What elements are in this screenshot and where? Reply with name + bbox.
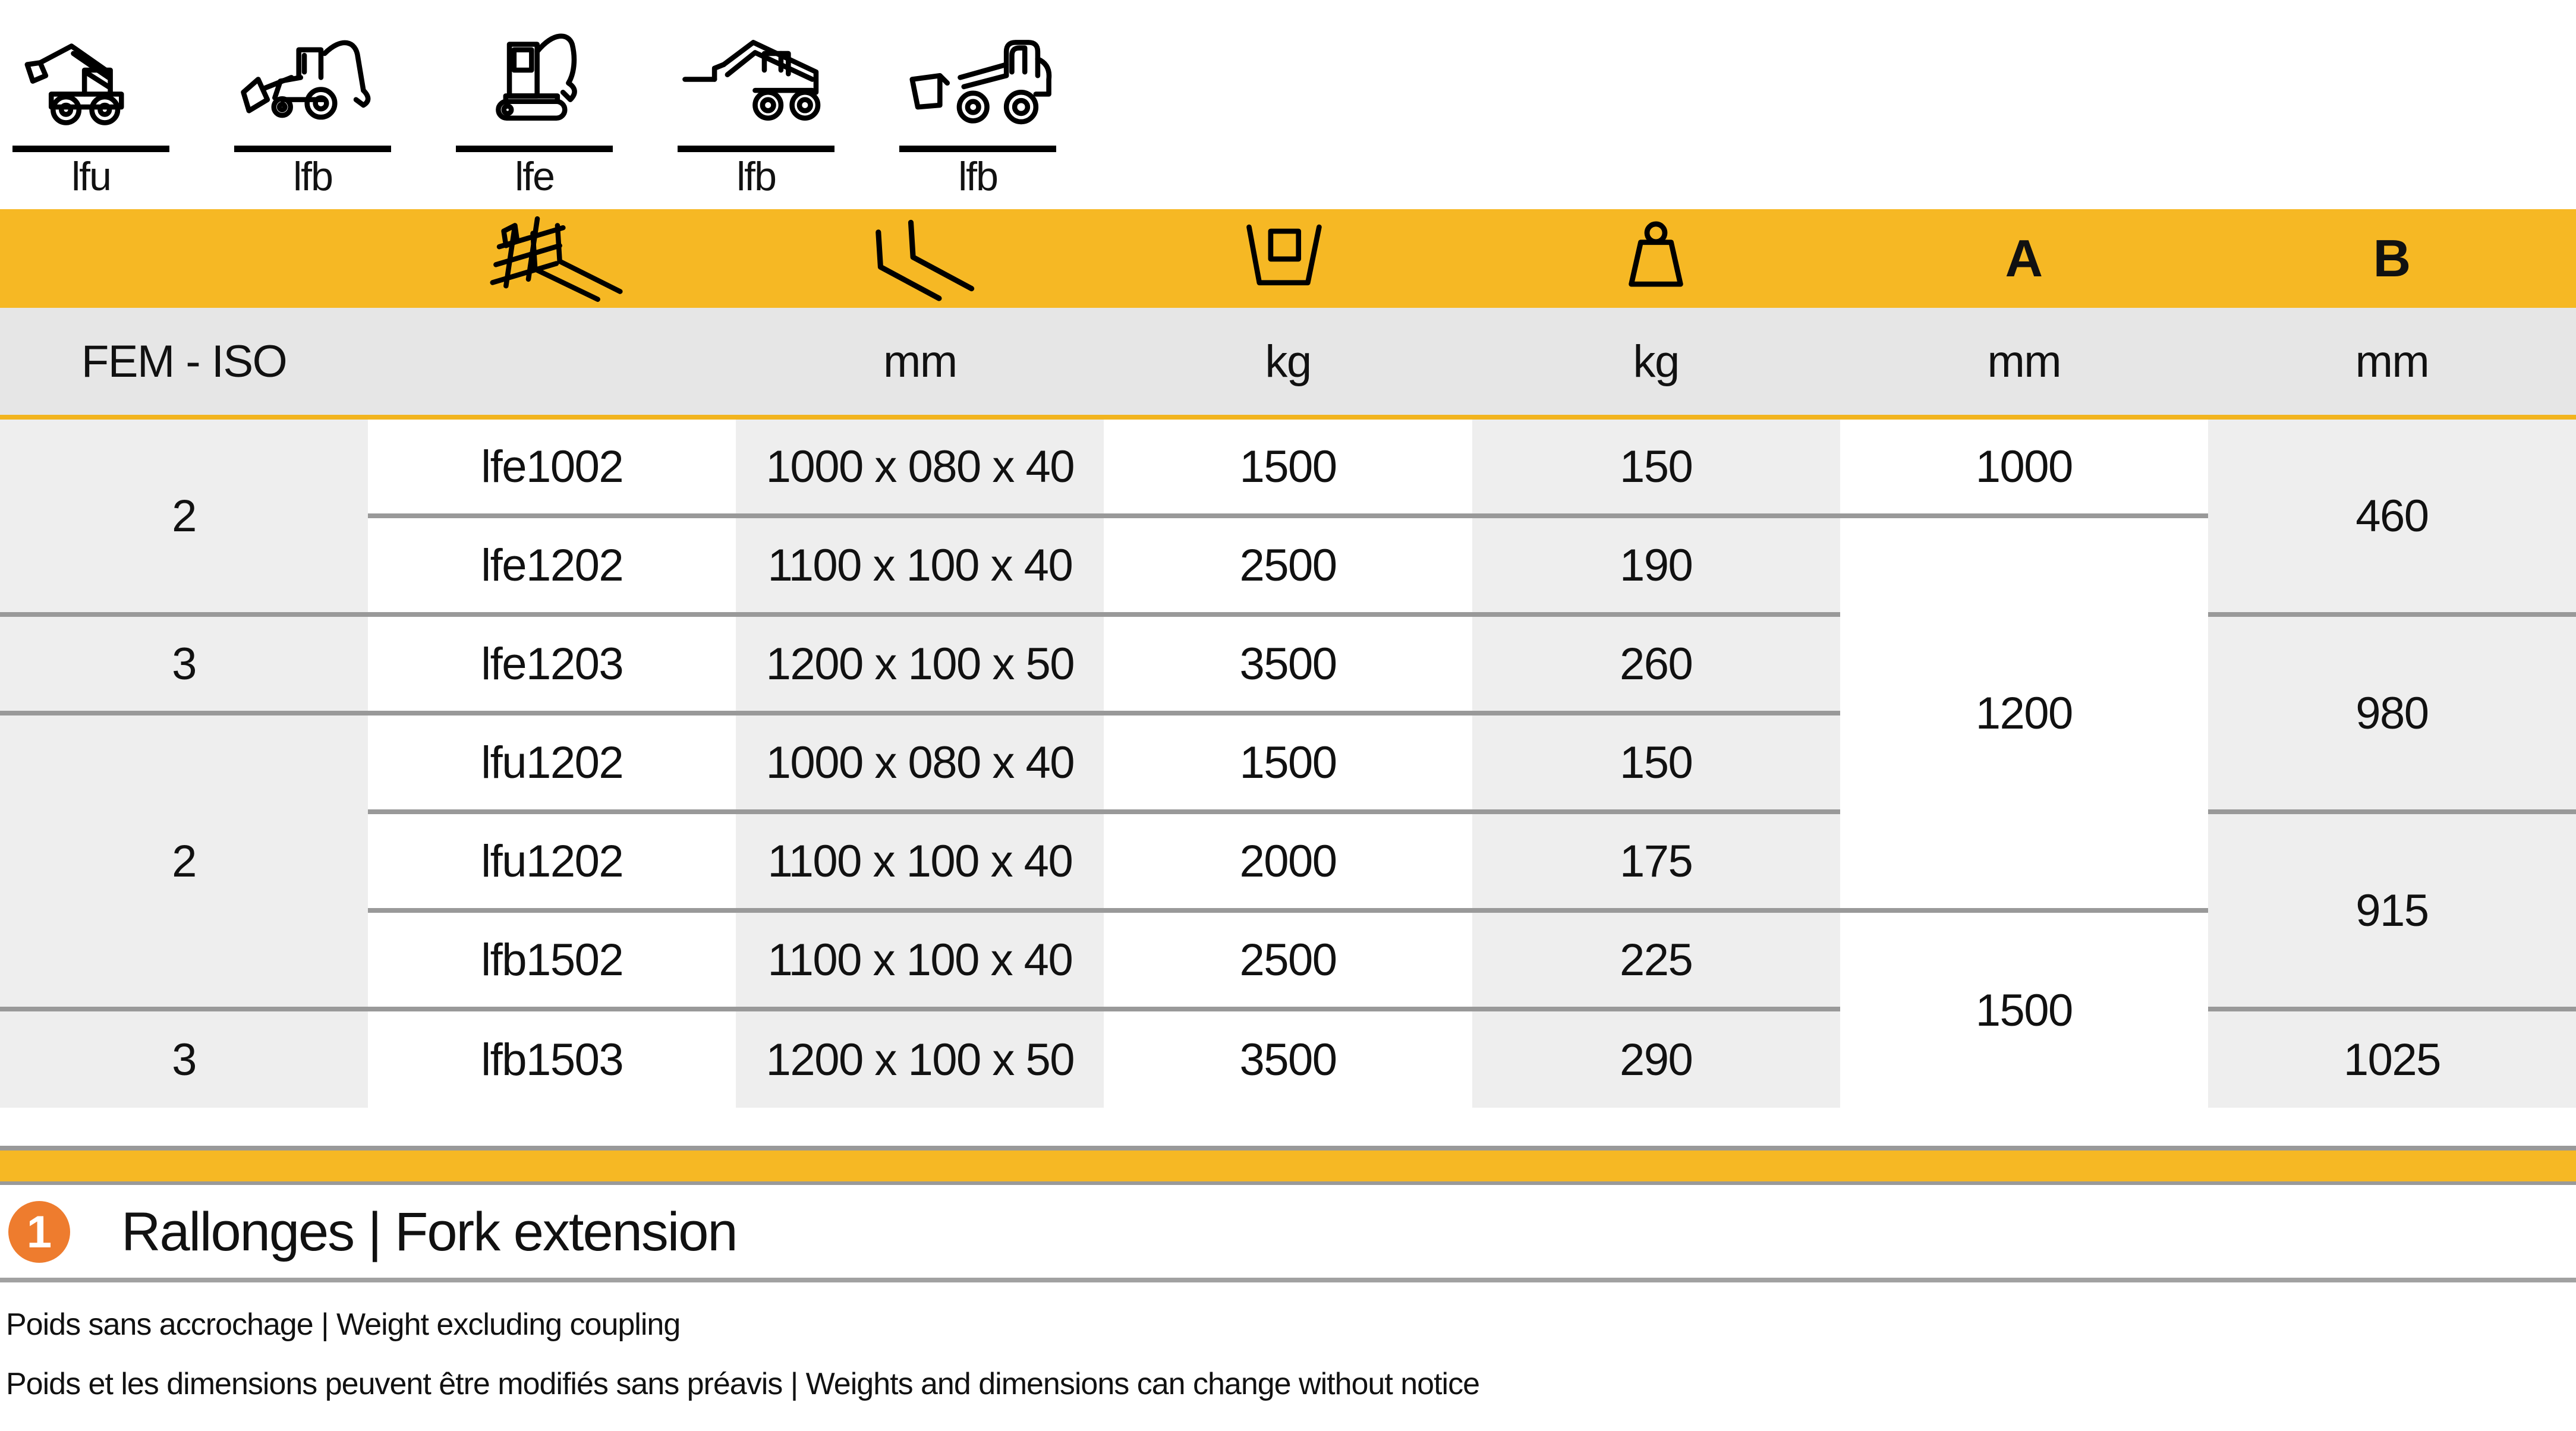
horizontal-rule [0, 1278, 2576, 1282]
underline [12, 146, 169, 152]
cell-dim: 1200 x 100 x 50 [736, 1007, 1104, 1108]
legend-row: 1 Rallonges | Fork extension [8, 1200, 738, 1263]
cell-weight: 225 [1472, 908, 1840, 1009]
table-row: 3 lfe1203 1200 x 100 x 50 3500 260 980 [0, 612, 2576, 812]
weight-unit: kg [1472, 308, 1840, 417]
pallet-forks-icon [490, 216, 623, 302]
machine-item-lfu: lfu [12, 8, 169, 198]
cell-b: 1025 [2207, 1007, 2576, 1108]
wheeled-excavator-icon [24, 43, 124, 125]
cell-fem: 3 [0, 1007, 369, 1108]
cell-a: 1500 [1840, 908, 2208, 1108]
cell-load: 2000 [1104, 809, 1472, 910]
dimension-a-header: A [1840, 209, 2208, 308]
table-row: 2 lfe1002 1000 x 080 x 40 1500 150 1000 … [0, 415, 2576, 614]
footnotes: Poids sans accrochage | Weight excluding… [6, 1306, 2502, 1403]
underline [456, 146, 613, 152]
legend-title: Rallonges | Fork extension [121, 1201, 738, 1262]
backhoe-loader-icon [241, 40, 371, 120]
cell-dim: 1000 x 080 x 40 [736, 711, 1104, 812]
legend-number-badge: 1 [8, 1201, 70, 1263]
cell-dim: 1100 x 100 x 40 [736, 513, 1104, 614]
dimensions-header-cell [736, 209, 1104, 308]
mini-excavator-icon [496, 33, 577, 121]
dim-unit: mm [736, 308, 1104, 417]
cell-model: lfe1202 [368, 513, 736, 614]
machine-label: lfb [958, 154, 999, 199]
table-row: lfu1202 1100 x 100 x 40 2000 175 915 [0, 809, 2576, 1009]
cell-b: 460 [2207, 415, 2576, 614]
machine-compatibility-strip: lfu lfb lfe [12, 8, 1056, 198]
load-capacity-icon [1246, 224, 1322, 286]
telehandler-icon [682, 40, 821, 121]
cell-model: lfu1202 [368, 711, 736, 812]
underline [678, 146, 834, 152]
empty-header-cell [0, 209, 369, 308]
cell-weight: 150 [1472, 415, 1840, 516]
cell-model: lfe1203 [368, 612, 736, 713]
machine-label: lfe [515, 154, 555, 199]
table-footer-bar [0, 1146, 2576, 1185]
cell-model: lfe1002 [368, 415, 736, 516]
cell-load: 2500 [1104, 908, 1472, 1009]
machine-item-lfe: lfe [456, 8, 613, 198]
model-header-cell [368, 209, 736, 308]
cell-load: 1500 [1104, 415, 1472, 516]
cell-dim: 1100 x 100 x 40 [736, 809, 1104, 910]
forks-icon [876, 219, 975, 301]
underline [234, 146, 391, 152]
cell-weight: 290 [1472, 1007, 1840, 1108]
units-row: FEM - ISO mm kg kg mm mm [0, 308, 2576, 417]
a-unit: mm [1840, 308, 2208, 417]
cell-fem: 2 [0, 415, 369, 614]
weight-header-cell [1472, 209, 1840, 308]
machine-item-lfb-3: lfb [899, 8, 1056, 198]
cell-load: 1500 [1104, 711, 1472, 812]
cell-a: 1200 [1840, 513, 2208, 910]
cell-load: 3500 [1104, 1007, 1472, 1108]
cell-fem: 2 [0, 711, 369, 1009]
footnote-change-notice: Poids et les dimensions peuvent être mod… [6, 1367, 1480, 1402]
machine-item-lfb-2: lfb [678, 8, 834, 198]
cell-dim: 1100 x 100 x 40 [736, 908, 1104, 1009]
cell-model: lfu1202 [368, 809, 736, 910]
cell-model: lfb1503 [368, 1007, 736, 1108]
cell-load: 2500 [1104, 513, 1472, 614]
cell-weight: 190 [1472, 513, 1840, 614]
b-unit: mm [2207, 308, 2576, 417]
machine-label: lfb [736, 154, 777, 199]
cell-dim: 1200 x 100 x 50 [736, 612, 1104, 713]
dimension-b-header: B [2207, 209, 2576, 308]
underline [899, 146, 1056, 152]
empty-units-cell [368, 308, 736, 417]
machine-label: lfu [71, 154, 112, 199]
cell-load: 3500 [1104, 612, 1472, 713]
cell-weight: 175 [1472, 809, 1840, 910]
machine-item-lfb-1: lfb [234, 8, 391, 198]
load-capacity-header-cell [1104, 209, 1472, 308]
table-row: 2 lfu1202 1000 x 080 x 40 1500 150 [0, 711, 2576, 1009]
wheel-loader-icon [909, 40, 1052, 125]
fork-extension-spec-table: A B FEM - ISO mm kg kg mm mm 2 lfe1002 1… [0, 209, 2576, 1108]
cell-a: 1000 [1840, 415, 2208, 516]
weight-icon [1629, 221, 1683, 287]
fem-iso-label: FEM - ISO [0, 308, 369, 417]
icon-header-row: A B [0, 209, 2576, 308]
cell-b: 915 [2207, 809, 2576, 1009]
machine-label: lfb [293, 154, 333, 199]
cell-b: 980 [2207, 612, 2576, 812]
table-row: lfe1202 1100 x 100 x 40 2500 190 1200 [0, 513, 2576, 910]
cell-weight: 260 [1472, 612, 1840, 713]
footnote-weight-coupling: Poids sans accrochage | Weight excluding… [6, 1307, 681, 1342]
cell-model: lfb1502 [368, 908, 736, 1009]
table-row: 3 lfb1503 1200 x 100 x 50 3500 290 1025 [0, 1007, 2576, 1108]
cell-fem: 3 [0, 612, 369, 713]
table-row: lfb1502 1100 x 100 x 40 2500 225 1500 [0, 908, 2576, 1108]
cell-dim: 1000 x 080 x 40 [736, 415, 1104, 516]
load-unit: kg [1104, 308, 1472, 417]
cell-weight: 150 [1472, 711, 1840, 812]
